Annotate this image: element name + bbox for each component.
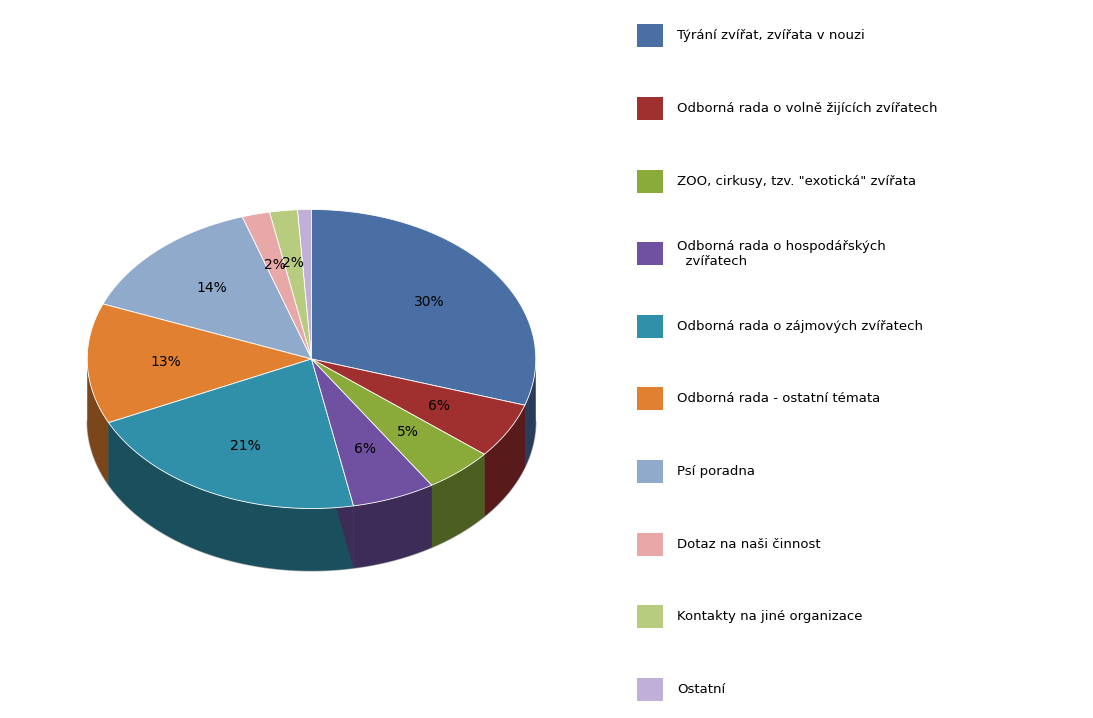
Polygon shape: [312, 359, 525, 467]
Text: 14%: 14%: [197, 281, 227, 295]
Polygon shape: [87, 421, 536, 571]
Polygon shape: [312, 210, 536, 405]
Polygon shape: [312, 359, 353, 568]
Text: Psí poradna: Psí poradna: [677, 465, 755, 478]
Text: Dotaz na naši činnost: Dotaz na naši činnost: [677, 538, 821, 551]
Polygon shape: [87, 359, 108, 485]
Bar: [637, 242, 663, 265]
Bar: [637, 169, 663, 192]
Bar: [637, 460, 663, 483]
Polygon shape: [312, 359, 432, 548]
Bar: [637, 24, 663, 47]
Polygon shape: [103, 217, 312, 359]
Polygon shape: [87, 304, 312, 423]
Polygon shape: [108, 359, 312, 485]
Text: 2%: 2%: [265, 258, 286, 272]
Text: Týrání zvířat, zvířata v nouzi: Týrání zvířat, zvířata v nouzi: [677, 29, 865, 42]
Text: 2%: 2%: [282, 256, 304, 269]
Bar: [637, 97, 663, 120]
Polygon shape: [312, 359, 484, 517]
Text: Odborná rada o zájmových zvířatech: Odborná rada o zájmových zvířatech: [677, 320, 924, 332]
Polygon shape: [270, 210, 312, 359]
Text: 6%: 6%: [354, 442, 376, 457]
Bar: [637, 533, 663, 556]
Polygon shape: [312, 359, 484, 485]
Bar: [637, 388, 663, 411]
Polygon shape: [353, 485, 432, 568]
Text: 13%: 13%: [151, 355, 181, 369]
Polygon shape: [243, 212, 312, 359]
Bar: [637, 678, 663, 701]
Bar: [637, 314, 663, 337]
Text: 30%: 30%: [414, 295, 445, 309]
Text: Odborná rada o volně žijících zvířatech: Odborná rada o volně žijících zvířatech: [677, 102, 938, 115]
Polygon shape: [312, 359, 525, 454]
Polygon shape: [525, 359, 536, 467]
Polygon shape: [108, 359, 312, 485]
Polygon shape: [297, 210, 312, 359]
Polygon shape: [312, 359, 525, 467]
Polygon shape: [484, 405, 525, 517]
Text: 5%: 5%: [397, 425, 419, 439]
Polygon shape: [432, 454, 484, 548]
Polygon shape: [108, 423, 353, 571]
Text: Ostatní: Ostatní: [677, 683, 726, 696]
Polygon shape: [108, 359, 353, 508]
Bar: [637, 605, 663, 628]
Text: Kontakty na jiné organizace: Kontakty na jiné organizace: [677, 610, 862, 623]
Polygon shape: [312, 359, 353, 568]
Text: Odborná rada - ostatní témata: Odborná rada - ostatní témata: [677, 393, 880, 406]
Text: 21%: 21%: [230, 439, 261, 452]
Text: ZOO, cirkusy, tzv. "exotická" zvířata: ZOO, cirkusy, tzv. "exotická" zvířata: [677, 174, 916, 187]
Text: Odborná rada o hospodářských
  zvířatech: Odborná rada o hospodářských zvířatech: [677, 240, 885, 268]
Polygon shape: [312, 359, 484, 517]
Polygon shape: [312, 359, 432, 548]
Text: 6%: 6%: [428, 398, 450, 413]
Polygon shape: [312, 359, 432, 506]
